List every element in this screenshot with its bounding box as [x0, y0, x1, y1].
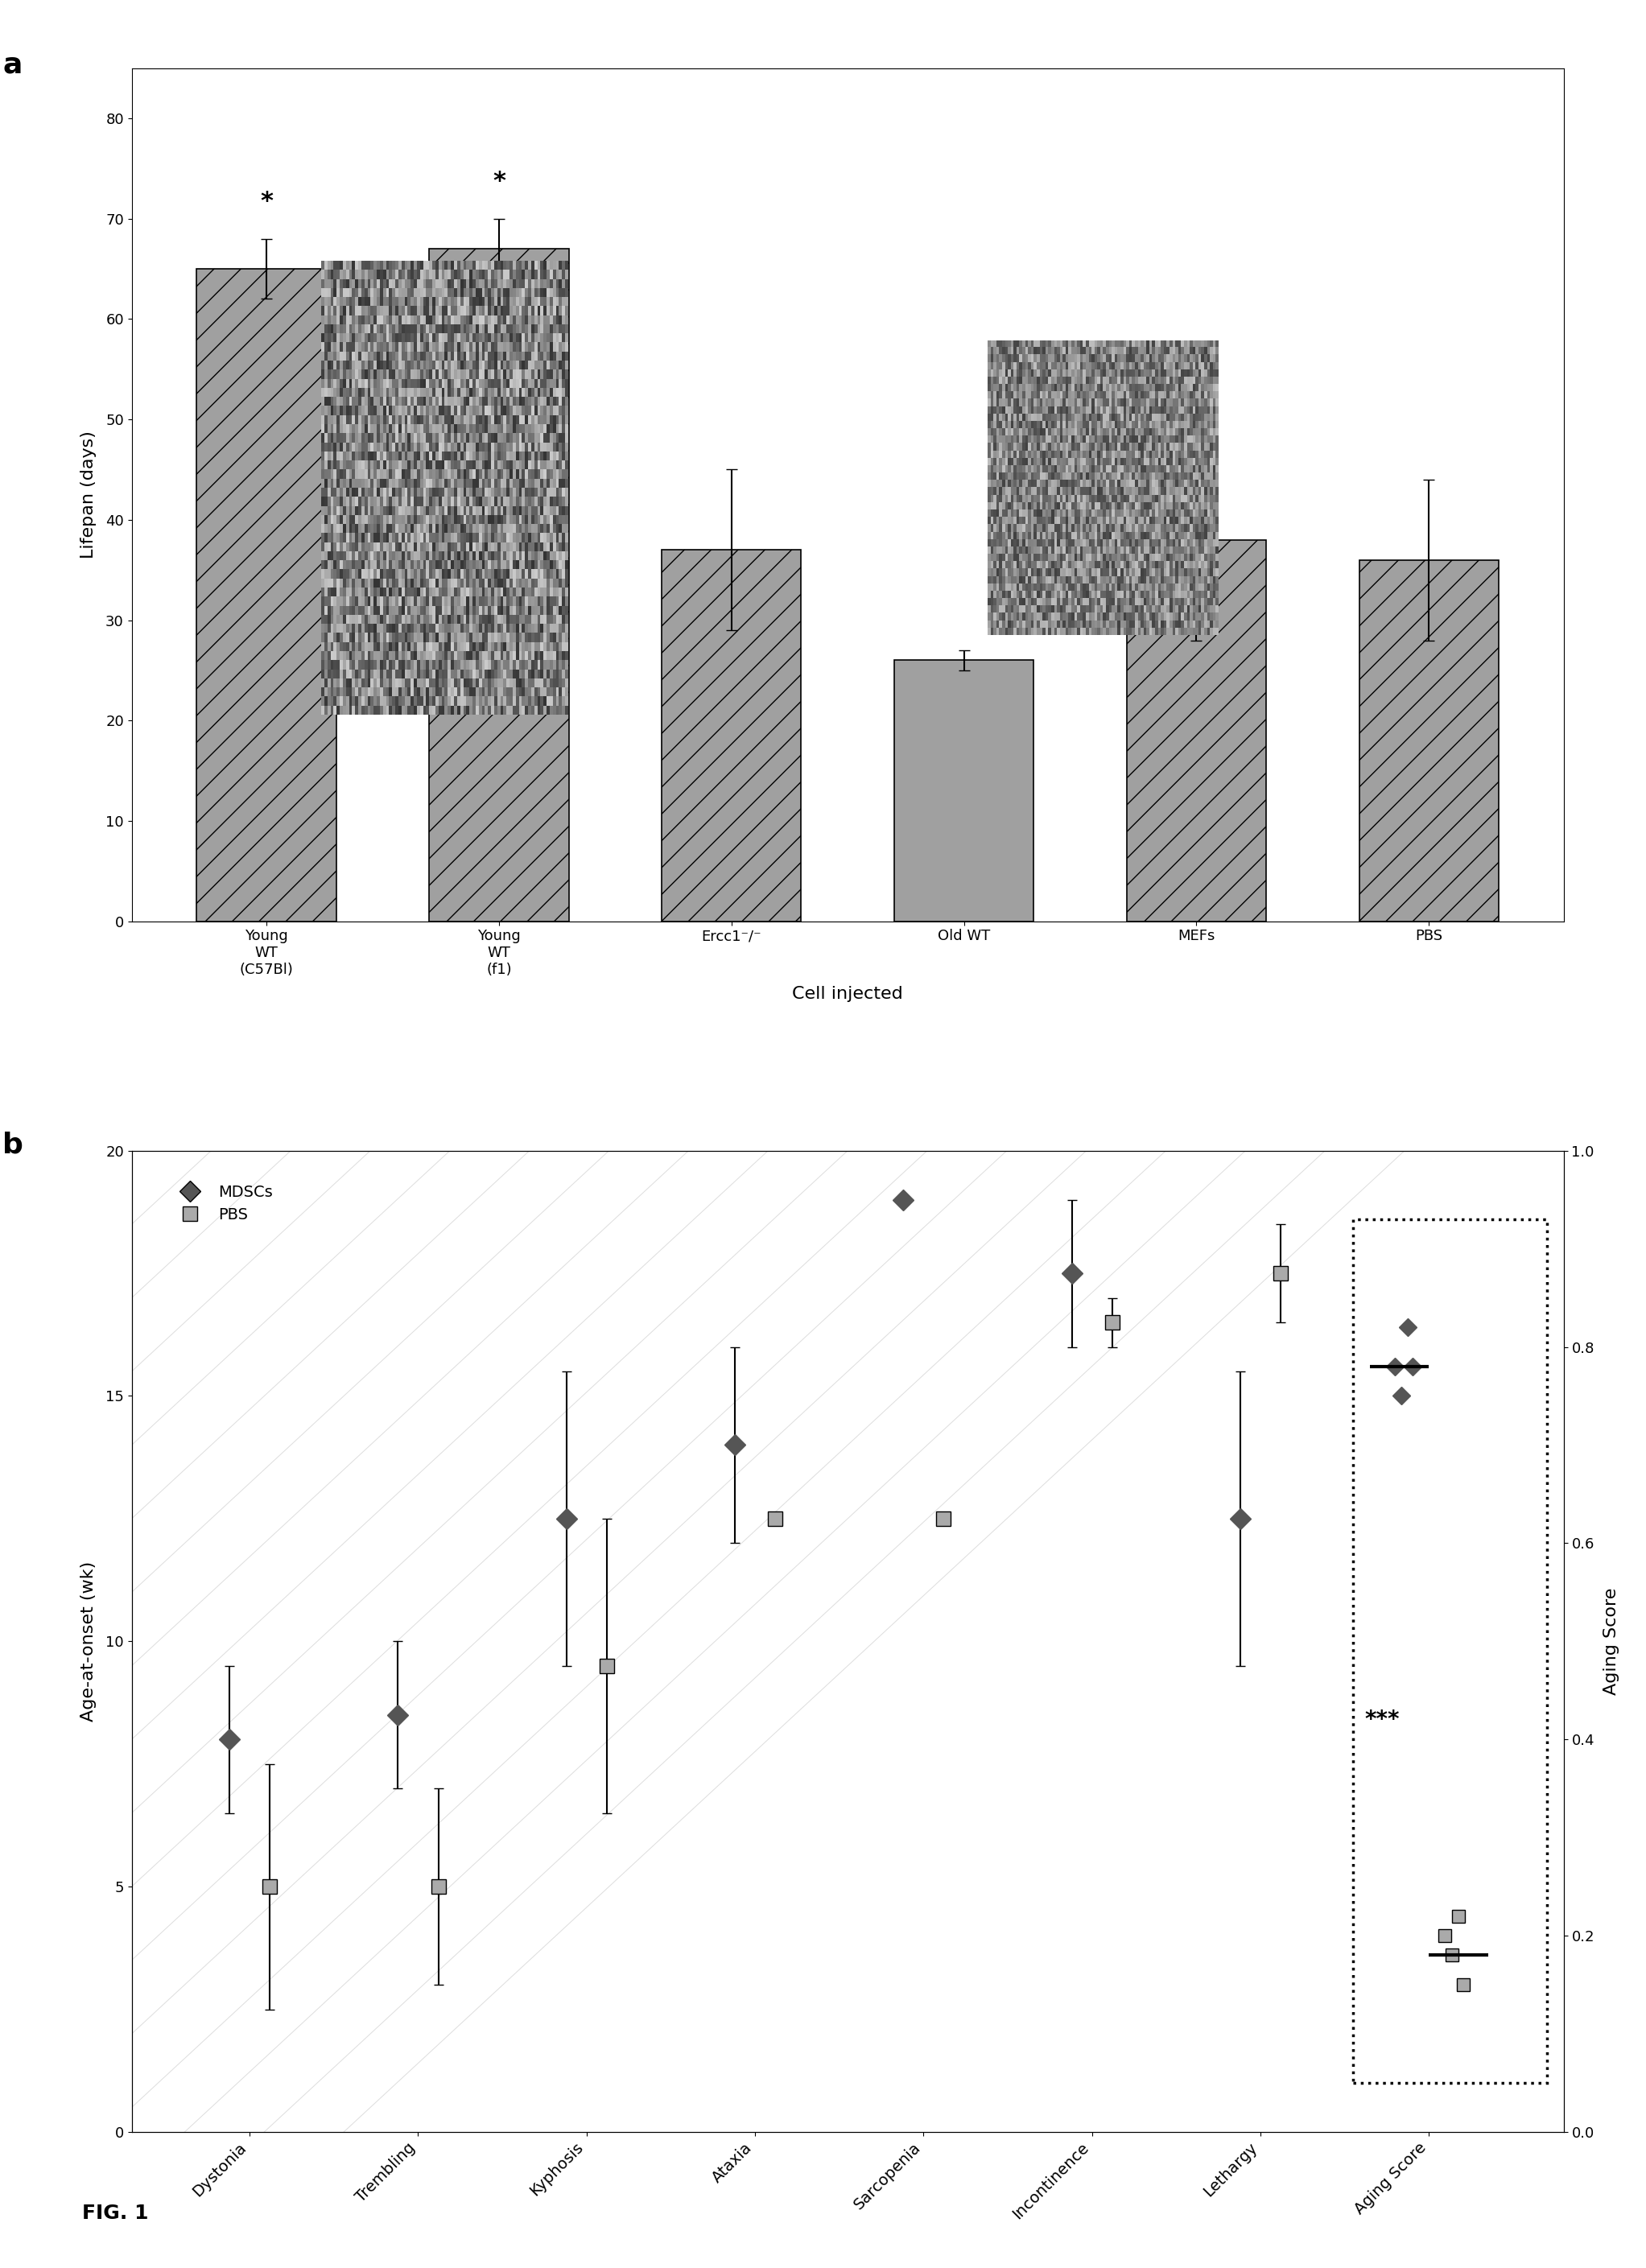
Text: b: b — [3, 1132, 23, 1159]
Bar — [894, 660, 1034, 921]
Y-axis label: Lifepan (days): Lifepan (days) — [81, 431, 97, 558]
Text: *: * — [260, 191, 273, 213]
Bar — [430, 249, 570, 921]
Bar — [662, 549, 802, 921]
Y-axis label: Aging Score: Aging Score — [1603, 1588, 1620, 1694]
Bar — [1126, 540, 1266, 921]
Text: *: * — [492, 170, 505, 193]
Text: a: a — [3, 50, 23, 79]
Bar — [198, 270, 336, 921]
X-axis label: Cell injected: Cell injected — [792, 987, 904, 1002]
Y-axis label: Age-at-onset (wk): Age-at-onset (wk) — [81, 1560, 97, 1721]
Legend: MDSCs, PBS: MDSCs, PBS — [168, 1177, 280, 1229]
Text: FIG. 1: FIG. 1 — [82, 2202, 148, 2223]
Bar — [1360, 560, 1498, 921]
Text: ***: *** — [1365, 1708, 1399, 1730]
